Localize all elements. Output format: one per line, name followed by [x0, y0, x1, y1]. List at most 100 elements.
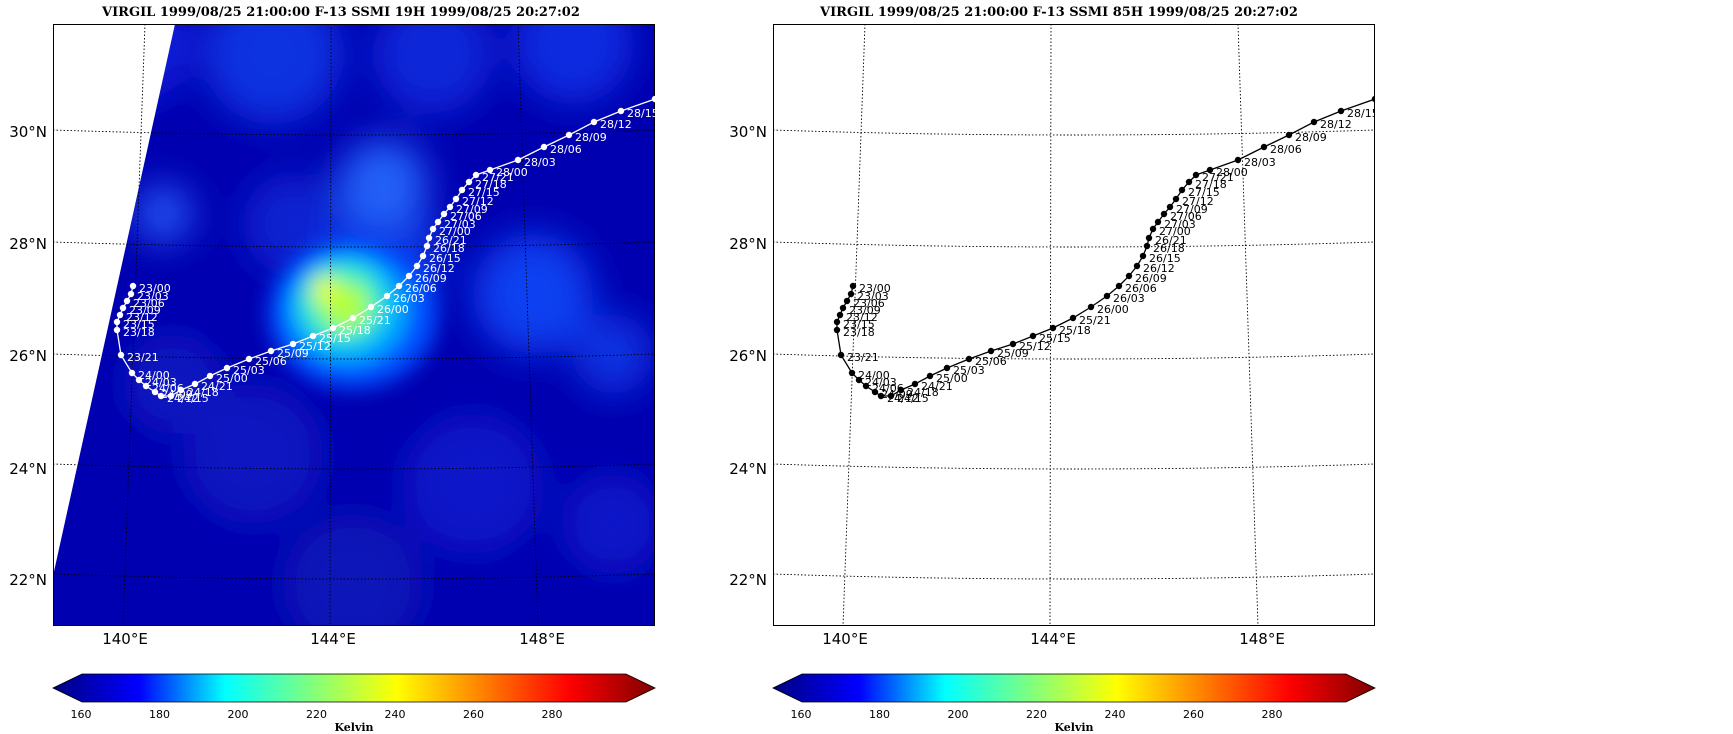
track-point-label: 26/12	[1143, 262, 1175, 275]
track-point-label: 27/21	[1202, 171, 1234, 184]
longitude-gridline	[1049, 24, 1052, 626]
track-point	[833, 318, 841, 326]
longitude-gridline	[517, 24, 539, 626]
track-point-label: 26/00	[1097, 303, 1129, 316]
track-point	[119, 304, 127, 312]
track-point	[486, 166, 494, 174]
track-point	[223, 364, 231, 372]
track-point	[987, 347, 995, 355]
track-point-label: 25/21	[359, 314, 391, 327]
map-frame	[53, 24, 655, 626]
track-point	[1178, 186, 1186, 194]
track-point	[423, 242, 431, 250]
track-point-label: 23/09	[849, 304, 881, 317]
colorbar-tick-label: 240	[1104, 708, 1126, 721]
track-point	[117, 351, 125, 359]
colorbar-tick-label: 180	[149, 708, 170, 721]
track-point-label: 26/18	[433, 242, 465, 255]
track-point	[129, 282, 137, 290]
track-point-label: 25/06	[975, 355, 1007, 368]
track-point	[383, 292, 391, 300]
longitude-gridline	[1237, 24, 1259, 626]
latitude-label: 30°N	[729, 123, 767, 141]
track-point	[565, 131, 573, 139]
track-point	[1192, 171, 1200, 179]
track-point-label: 28/06	[1270, 143, 1302, 156]
track-point	[833, 326, 841, 334]
track-point	[1310, 118, 1318, 126]
track-point	[855, 376, 863, 384]
track-point	[1049, 324, 1057, 332]
track-point	[887, 392, 895, 400]
latitude-label: 24°N	[729, 460, 767, 478]
track-point	[849, 282, 857, 290]
latitude-gridline	[53, 353, 655, 360]
track-point	[465, 178, 473, 186]
track-point-label: 26/06	[1125, 282, 1157, 295]
colorbar-tick-label: 160	[70, 708, 92, 721]
longitude-label: 140°E	[102, 630, 148, 648]
track-point-label: 28/15	[1347, 107, 1375, 120]
track-point-label: 28/09	[575, 131, 607, 144]
track-point-label: 23/15	[123, 318, 155, 331]
track-point-label: 28/03	[524, 156, 556, 169]
colorbar-gradient	[772, 673, 1376, 703]
track-point-label: 25/09	[277, 347, 309, 360]
colorbar-unit-label: Kelvin	[334, 721, 374, 734]
track-point	[1285, 131, 1293, 139]
track-point	[911, 380, 919, 388]
latitude-label: 22°N	[729, 571, 767, 589]
track-point-label: 24/15	[897, 392, 929, 405]
latitude-gridline	[773, 463, 1375, 470]
track-point	[897, 386, 905, 394]
track-point-label: 26/15	[1149, 252, 1181, 265]
track-point-label: 27/03	[1164, 218, 1196, 231]
latitude-gridline	[53, 129, 655, 136]
track-point-label: 26/18	[1153, 242, 1185, 255]
track-point-label: 27/15	[1188, 186, 1220, 199]
track-point	[1103, 292, 1111, 300]
track-point	[440, 210, 448, 218]
track-point	[425, 234, 433, 242]
track-point	[405, 272, 413, 280]
track-point-label: 28/12	[600, 118, 632, 131]
track-point	[434, 218, 442, 226]
track-point	[127, 290, 135, 298]
track-point	[206, 372, 214, 380]
track-point	[458, 186, 466, 194]
track-point-label: 28/00	[496, 166, 528, 179]
track-point-label: 24/06	[152, 382, 184, 395]
track-point	[395, 282, 403, 290]
track-point-label: 23/09	[129, 304, 161, 317]
track-point	[349, 314, 357, 322]
track-point-label: 24/18	[907, 386, 939, 399]
track-point	[1115, 282, 1123, 290]
track-point	[151, 388, 159, 396]
track-point	[1087, 303, 1095, 311]
track-point	[871, 388, 879, 396]
track-point	[540, 143, 548, 151]
storm-core	[268, 239, 438, 389]
track-point	[1125, 272, 1133, 280]
no-data-wedge	[53, 24, 175, 576]
colorbar-tick-label: 160	[790, 708, 812, 721]
track-point-label: 24/21	[921, 380, 953, 393]
track-point-label: 24/03	[865, 376, 897, 389]
satellite-field	[73, 24, 655, 626]
longitude-label: 144°E	[1030, 630, 1076, 648]
track-point-label: 24/18	[187, 386, 219, 399]
right-panel-title: VIRGIL 1999/08/25 21:00:00 F-13 SSMI 85H…	[820, 5, 1298, 20]
colorbar-tick-label: 280	[1261, 708, 1283, 721]
track-point-label: 26/12	[423, 262, 455, 275]
track-point	[514, 156, 522, 164]
right-colorbar	[772, 673, 1376, 703]
track-point-label: 25/03	[953, 364, 985, 377]
track-point-label: 23/18	[123, 326, 155, 339]
latitude-label: 28°N	[729, 235, 767, 253]
latitude-gridline	[773, 573, 1375, 580]
track-point	[413, 262, 421, 270]
track-point	[135, 376, 143, 384]
track-point	[877, 392, 885, 400]
